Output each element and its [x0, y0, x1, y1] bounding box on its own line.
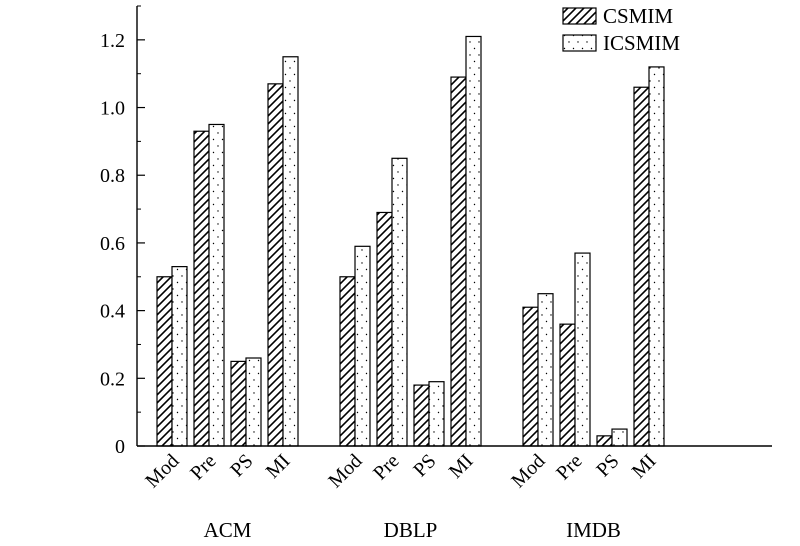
bar-acm-mi-csmim — [267, 83, 284, 447]
bar-acm-ps-csmim — [230, 360, 247, 447]
y-tick-label: 0.8 — [100, 165, 125, 187]
category-label-pre: Pre — [369, 450, 403, 484]
bar-imdb-mod-csmim — [522, 306, 539, 447]
axes-layer — [136, 5, 772, 447]
bar-acm-pre-icsmim — [208, 123, 225, 447]
legend-swatch-icsmim — [562, 34, 597, 52]
category-label-pre: Pre — [552, 450, 586, 484]
bar-imdb-pre-icsmim — [574, 252, 591, 447]
bar-dblp-ps-csmim — [413, 384, 430, 447]
y-tick-label: 0.2 — [100, 368, 125, 390]
bar-dblp-ps-icsmim — [428, 381, 445, 447]
bar-imdb-mi-csmim — [633, 86, 650, 447]
bar-acm-ps-icsmim — [245, 357, 262, 447]
group-label-acm: ACM — [204, 518, 252, 542]
bar-imdb-pre-csmim — [559, 323, 576, 447]
legend-swatch-csmim — [562, 7, 597, 25]
legend-label-csmim: CSMIM — [603, 4, 673, 28]
legend-label-icsmim: ICSMIM — [603, 31, 680, 55]
bar-acm-mod-csmim — [156, 276, 173, 447]
bar-dblp-mod-icsmim — [354, 245, 371, 447]
category-label-ps: PS — [592, 450, 623, 481]
bar-imdb-mod-icsmim — [537, 293, 554, 447]
y-tick-label: 0.6 — [100, 233, 125, 255]
bar-dblp-mod-csmim — [339, 276, 356, 447]
legend: CSMIM ICSMIM — [562, 4, 680, 55]
y-tick-label: 1.2 — [100, 30, 125, 52]
category-label-mi: MI — [445, 450, 478, 483]
bar-dblp-mi-csmim — [450, 76, 467, 447]
group-label-dblp: DBLP — [384, 518, 438, 542]
bars-layer — [156, 35, 665, 447]
category-label-mi: MI — [262, 450, 295, 483]
bar-imdb-mi-icsmim — [648, 66, 665, 447]
bar-dblp-pre-icsmim — [391, 157, 408, 447]
y-tick-label: 1.0 — [100, 98, 125, 120]
bar-dblp-mi-icsmim — [465, 35, 482, 447]
category-label-mod: Mod — [507, 450, 549, 492]
category-label-mi: MI — [628, 450, 661, 483]
bar-acm-mod-icsmim — [171, 266, 188, 447]
category-label-ps: PS — [226, 450, 257, 481]
bar-imdb-ps-csmim — [596, 435, 613, 447]
category-label-ps: PS — [409, 450, 440, 481]
category-label-pre: Pre — [186, 450, 220, 484]
bar-dblp-pre-csmim — [376, 211, 393, 447]
category-label-mod: Mod — [141, 450, 183, 492]
bar-acm-mi-icsmim — [282, 56, 299, 447]
bar-imdb-ps-icsmim — [611, 428, 628, 447]
y-tick-label: 0 — [115, 436, 125, 458]
group-label-imdb: IMDB — [566, 518, 621, 542]
bar-acm-pre-csmim — [193, 130, 210, 447]
category-label-mod: Mod — [324, 450, 366, 492]
y-tick-label: 0.4 — [100, 301, 125, 323]
